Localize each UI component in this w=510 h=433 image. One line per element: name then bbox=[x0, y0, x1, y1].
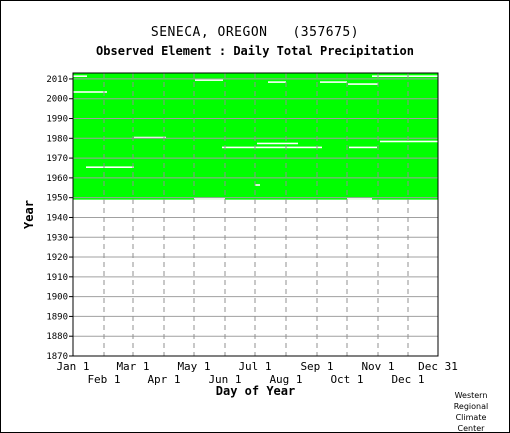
y-tick-label: 1870 bbox=[46, 352, 68, 362]
y-tick-label: 1900 bbox=[46, 293, 68, 303]
missing-data-gap bbox=[194, 198, 225, 200]
y-tick-label: 1940 bbox=[46, 213, 68, 223]
x-tick-label: Apr 1 bbox=[147, 373, 180, 386]
missing-data-gap bbox=[317, 200, 347, 202]
missing-data-gap bbox=[73, 75, 87, 77]
x-tick-label: May 1 bbox=[177, 360, 210, 373]
y-tick-label: 1930 bbox=[46, 233, 68, 243]
missing-data-gap bbox=[372, 75, 438, 77]
missing-data-gap bbox=[195, 79, 223, 81]
x-tick-label: Jun 1 bbox=[208, 373, 241, 386]
credit-line: Regional bbox=[453, 402, 489, 411]
y-tick-label: 2000 bbox=[46, 95, 68, 105]
credit-line: Climate bbox=[455, 413, 487, 422]
x-tick-label: Aug 1 bbox=[269, 373, 302, 386]
credit-line: Center bbox=[457, 424, 485, 433]
y-tick-label: 1950 bbox=[46, 194, 68, 204]
missing-data-gap bbox=[255, 184, 260, 186]
missing-data-gap bbox=[349, 146, 377, 149]
x-tick-label: Nov 1 bbox=[361, 360, 394, 373]
x-axis-label: Day of Year bbox=[216, 384, 295, 398]
x-tick-label: Sep 1 bbox=[300, 360, 333, 373]
missing-data-gap bbox=[268, 81, 286, 83]
x-tick-label: Mar 1 bbox=[116, 360, 149, 373]
x-tick-label: Jul 1 bbox=[238, 360, 271, 373]
x-tick-label: Dec 31 bbox=[418, 360, 458, 373]
missing-data-gap bbox=[380, 140, 438, 143]
chart-title: SENECA, OREGON (357675) bbox=[150, 25, 360, 40]
x-tick-label: Dec 1 bbox=[391, 373, 424, 386]
y-tick-label: 1880 bbox=[46, 332, 68, 342]
y-tick-label: 1990 bbox=[46, 115, 68, 125]
missing-data-gap bbox=[320, 81, 347, 83]
y-tick-label: 2010 bbox=[46, 75, 68, 85]
missing-data-gap bbox=[257, 142, 298, 145]
missing-data-gap bbox=[73, 91, 107, 93]
y-axis-label: Year bbox=[22, 200, 36, 229]
chart-subtitle: Observed Element : Daily Total Precipita… bbox=[96, 44, 414, 58]
credit-block: Western Regional Climate Center bbox=[441, 390, 501, 433]
credit-line: Western bbox=[454, 391, 488, 400]
y-tick-label: 1980 bbox=[46, 134, 68, 144]
y-tick-label: 1910 bbox=[46, 273, 68, 283]
missing-data-gap bbox=[86, 166, 134, 168]
plot-border bbox=[72, 72, 439, 357]
x-tick-label: Oct 1 bbox=[330, 373, 363, 386]
x-tick-label: Feb 1 bbox=[87, 373, 120, 386]
y-tick-label: 1960 bbox=[46, 174, 68, 184]
missing-data-gap bbox=[222, 146, 322, 149]
y-tick-label: 1890 bbox=[46, 312, 68, 322]
missing-data-gap bbox=[348, 83, 378, 85]
y-tick-label: 1970 bbox=[46, 154, 68, 164]
missing-data-gap bbox=[134, 136, 166, 139]
x-tick-label: Jan 1 bbox=[56, 360, 89, 373]
y-tick-label: 1920 bbox=[46, 253, 68, 263]
missing-data-gap bbox=[347, 198, 372, 200]
